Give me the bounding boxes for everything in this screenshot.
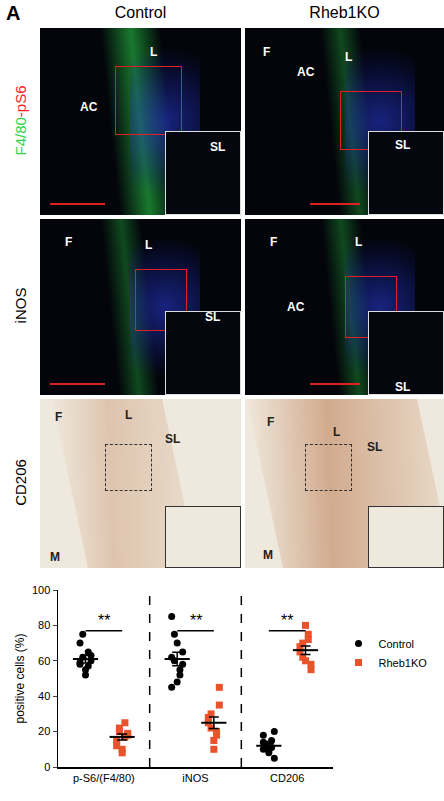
svg-text:iNOS: iNOS	[182, 772, 208, 784]
html-text:Rheb1KO: Rheb1KO	[309, 4, 380, 21]
html-text:Control: Control	[114, 4, 167, 21]
html-text:M: M	[263, 548, 273, 562]
svg-text:20: 20	[38, 725, 50, 737]
html-text:F4/80: F4/80	[11, 116, 29, 155]
svg-text:**: **	[190, 612, 202, 629]
html-text:AC: AC	[297, 65, 315, 79]
svg-text:60: 60	[38, 655, 50, 667]
svg-text:40: 40	[38, 690, 50, 702]
html-text:SL: SL	[367, 440, 383, 454]
svg-text:positive cells (%): positive cells (%)	[13, 633, 27, 723]
html-text:SL: SL	[165, 432, 181, 446]
html-text:SL: SL	[395, 380, 411, 394]
svg-text:0: 0	[44, 761, 50, 773]
html-text:F: F	[267, 415, 275, 429]
svg-text:Control: Control	[379, 638, 414, 650]
svg-text:CD206: CD206	[270, 772, 304, 784]
html-text:AC: AC	[80, 100, 98, 114]
svg-text:Rheb1KO: Rheb1KO	[379, 657, 428, 669]
html-text:L: L	[333, 425, 341, 439]
html-text:SL: SL	[205, 310, 221, 324]
html-text:F: F	[55, 410, 63, 424]
html-text:L: L	[125, 408, 133, 422]
html-text:iNOS: iNOS	[11, 287, 29, 324]
svg-text:**: **	[98, 612, 110, 629]
html-text:SL: SL	[210, 140, 226, 154]
html-text:F: F	[270, 235, 278, 249]
html-text:F: F	[263, 45, 271, 59]
svg-text:p-S6/(F4/80): p-S6/(F4/80)	[73, 772, 135, 784]
html-text:L: L	[345, 50, 353, 64]
html-text:L: L	[150, 45, 158, 59]
html-text:CD206: CD206	[11, 458, 29, 506]
svg-text:**: **	[281, 612, 293, 629]
svg-text:80: 80	[38, 619, 50, 631]
html-text:F: F	[65, 235, 73, 249]
html-text:SL: SL	[395, 138, 411, 152]
html-text:AC: AC	[287, 300, 305, 314]
html-text:A: A	[6, 2, 21, 24]
html-text:M: M	[50, 550, 60, 564]
html-text:L: L	[145, 238, 153, 252]
html-text:-pS6: -pS6	[11, 85, 29, 117]
html-text:L: L	[355, 235, 363, 249]
svg-text:100: 100	[32, 584, 50, 596]
